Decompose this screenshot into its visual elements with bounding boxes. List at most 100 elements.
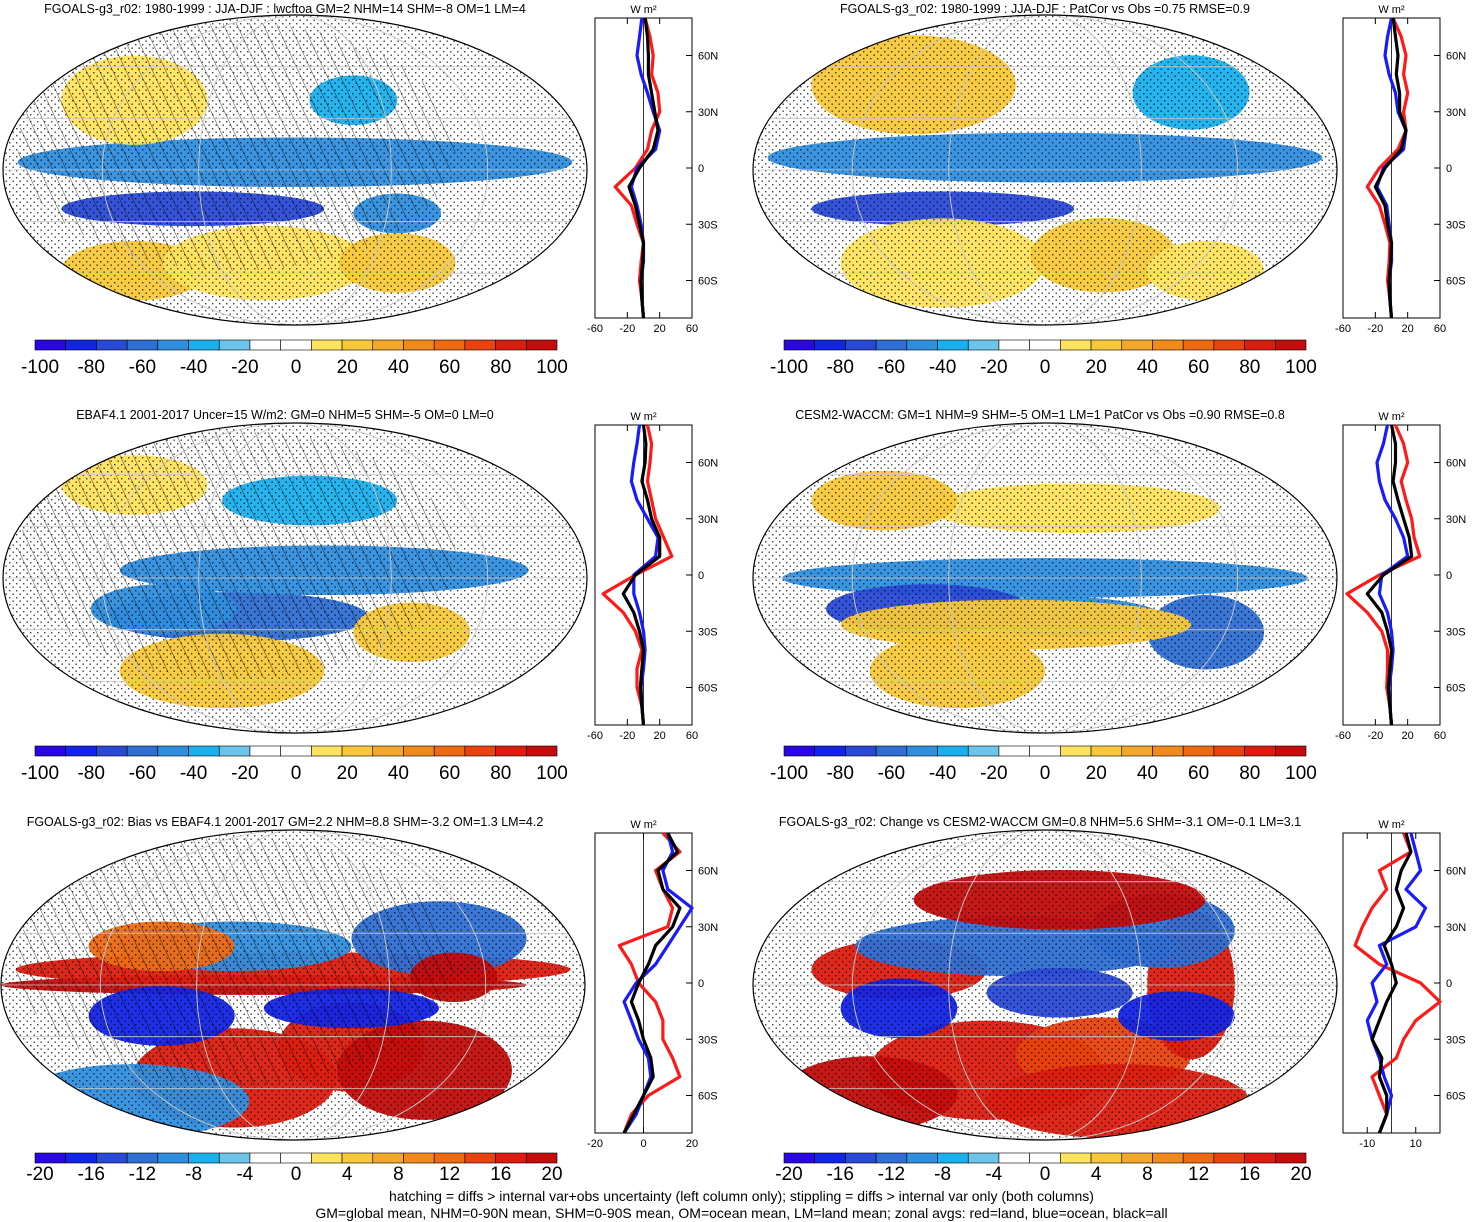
colorbar-label: -40 <box>929 357 956 378</box>
colorbar-label: 40 <box>1137 763 1158 784</box>
colorbar-label: 20 <box>1086 357 1107 378</box>
colorbar-box <box>96 1152 128 1164</box>
colorbar-box <box>157 339 189 351</box>
colorbar-box <box>188 1152 220 1164</box>
zonal-unit-label: W m² <box>630 819 657 831</box>
colorbar-box <box>1090 745 1123 757</box>
colorbar-label: 0 <box>1040 1164 1051 1185</box>
colorbar-label: -40 <box>180 763 207 784</box>
graticule-lon <box>198 423 392 733</box>
zonal-plot: W m² -20 0 20 60N 30N 0 30S 60S <box>587 819 718 1150</box>
x-tick-label: 10 <box>1410 1138 1422 1150</box>
map-field <box>1 830 585 1140</box>
map-field <box>753 830 1337 1140</box>
colorbar-box <box>96 339 128 351</box>
colorbar-box <box>464 745 496 757</box>
colorbar-label: -60 <box>129 357 156 378</box>
colorbar-label: 80 <box>490 357 511 378</box>
y-tick-label: 60N <box>698 458 718 470</box>
map-outline <box>0 829 586 1141</box>
colorbar-box <box>1152 745 1184 757</box>
colorbar-label: 0 <box>291 763 302 784</box>
zonal-plot: W m² -60 -20 20 60 60N 30N 0 30S 60S <box>1335 4 1466 335</box>
x-tick-label: -20 <box>1367 323 1383 335</box>
colorbar-box <box>1152 339 1184 351</box>
x-tick-label: -60 <box>1335 323 1351 335</box>
colorbar-box <box>249 1152 281 1164</box>
zonal-plot: W m² -60 -20 20 60 60N 30N 0 30S 60S <box>1335 411 1466 742</box>
y-tick-label: 60N <box>698 51 718 63</box>
y-tick-label: 60S <box>698 683 718 695</box>
colorbar-label: 80 <box>1239 357 1260 378</box>
colorbar-label: -4 <box>236 1164 253 1185</box>
colorbar-box <box>525 1152 558 1164</box>
map-field <box>3 15 587 325</box>
graticule-lon <box>851 830 1239 1140</box>
colorbar-box <box>783 339 816 351</box>
y-tick-label: 60N <box>1446 51 1466 63</box>
colorbar-label: -20 <box>231 763 258 784</box>
y-tick-label: 0 <box>1446 570 1452 582</box>
colorbar-label: -80 <box>77 763 104 784</box>
colorbar-label: 20 <box>541 1164 562 1185</box>
y-tick-label: 0 <box>698 163 704 175</box>
colorbar-box <box>495 1152 527 1164</box>
colorbar-box <box>1121 1152 1153 1164</box>
colorbar-box <box>403 745 435 757</box>
colorbar-box <box>433 745 466 757</box>
zonal-unit-label: W m² <box>1378 411 1405 423</box>
colorbar-label: 100 <box>536 763 568 784</box>
colorbar-label: 100 <box>536 357 568 378</box>
colorbar-box <box>495 339 527 351</box>
colorbar-box <box>188 339 220 351</box>
colorbar-box <box>65 745 97 757</box>
colorbar-label: -100 <box>21 763 59 784</box>
zonal-unit-label: W m² <box>630 4 657 16</box>
colorbar-label: 100 <box>1285 763 1317 784</box>
colorbar-box <box>433 1152 466 1164</box>
colorbar: -20 -16 -12 -8 -4 0 4 8 12 16 20 <box>775 1152 1312 1185</box>
graticule-lon <box>101 15 489 325</box>
graticule-lon <box>851 15 1239 325</box>
x-tick-label: 20 <box>654 323 666 335</box>
colorbar-box <box>403 1152 435 1164</box>
panel-title: CESM2-WACCM: GM=1 NHM=9 SHM=-5 OM=1 LM=1… <box>795 408 1285 422</box>
map-field <box>3 423 587 733</box>
colorbar-box <box>845 1152 877 1164</box>
colorbar-box <box>65 339 97 351</box>
colorbar-label: -16 <box>826 1164 853 1185</box>
zonal-line-all <box>621 424 662 726</box>
colorbar-box <box>1182 745 1215 757</box>
colorbar-label: -60 <box>129 763 156 784</box>
x-tick-label: -20 <box>587 1138 603 1150</box>
map-outline <box>752 829 1338 1141</box>
colorbar-label: -100 <box>21 357 59 378</box>
colorbar-label: 16 <box>1239 1164 1260 1185</box>
graticule-lon <box>101 423 489 733</box>
colorbar-box <box>464 1152 496 1164</box>
x-tick-label: 60 <box>1434 323 1446 335</box>
y-tick-label: 30N <box>698 514 718 526</box>
colorbar-box <box>311 339 343 351</box>
map <box>2 422 588 734</box>
graticule-lon <box>198 15 392 325</box>
colorbar-box <box>845 745 877 757</box>
colorbar-label: 60 <box>439 763 460 784</box>
colorbar-box <box>814 339 846 351</box>
colorbar-box <box>875 745 908 757</box>
colorbar-label: -40 <box>929 763 956 784</box>
map <box>752 422 1338 734</box>
colorbar-box <box>1274 339 1307 351</box>
y-tick-label: 0 <box>1446 163 1452 175</box>
zonal-line-ocean <box>1365 832 1428 1134</box>
colorbar-box <box>998 1152 1030 1164</box>
colorbar-label: -20 <box>980 357 1007 378</box>
colorbar-label: -80 <box>77 357 104 378</box>
colorbar-label: 0 <box>291 357 302 378</box>
y-tick-label: 0 <box>1446 978 1452 990</box>
colorbar-box <box>157 745 189 757</box>
colorbar-box <box>1060 745 1092 757</box>
panel-title: FGOALS-g3_r02: 1980-1999 : JJA-DJF : Pat… <box>840 2 1250 16</box>
colorbar-label: -40 <box>180 357 207 378</box>
x-tick-label: -10 <box>1359 1138 1375 1150</box>
